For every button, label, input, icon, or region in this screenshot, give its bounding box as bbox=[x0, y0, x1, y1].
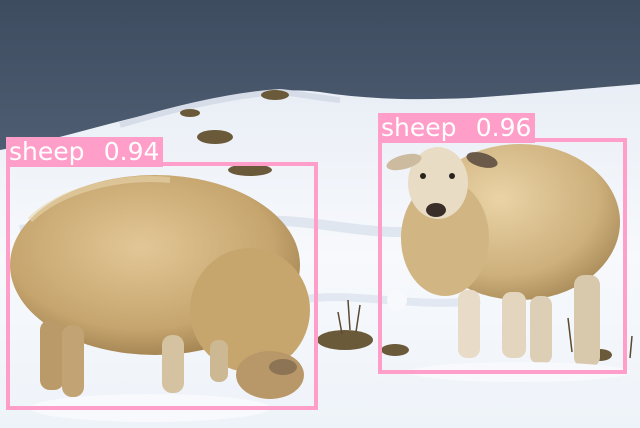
detection-confidence: 0.96 bbox=[475, 113, 532, 142]
detection-class-name: sheep bbox=[9, 137, 85, 166]
left-sheep bbox=[10, 175, 310, 399]
detection-label-sheep-1: sheep 0.94 bbox=[6, 137, 164, 167]
grass-tufts bbox=[180, 90, 612, 361]
detection-class-name: sheep bbox=[381, 113, 457, 142]
detection-label-sheep-2: sheep 0.96 bbox=[378, 113, 536, 143]
detection-box-sheep-1 bbox=[6, 162, 318, 410]
detection-confidence: 0.94 bbox=[103, 137, 160, 166]
right-sheep bbox=[386, 144, 620, 367]
detection-box-sheep-2 bbox=[378, 138, 627, 374]
